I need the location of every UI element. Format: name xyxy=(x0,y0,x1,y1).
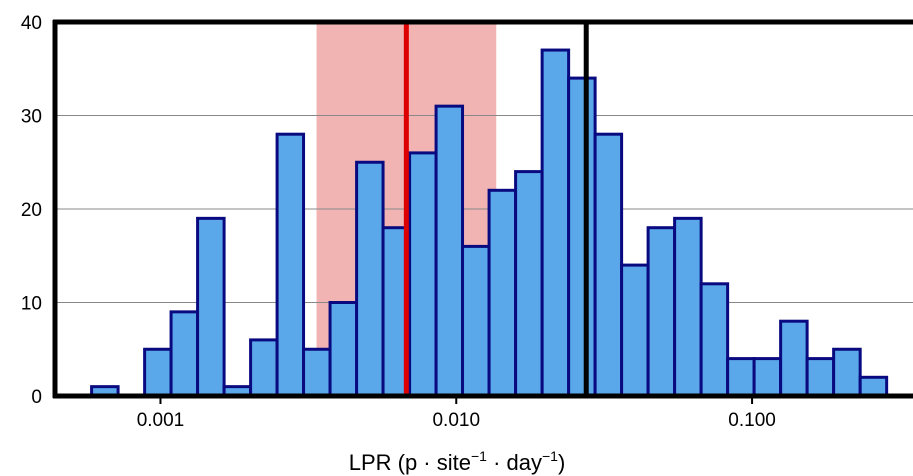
bar xyxy=(858,375,889,398)
bar xyxy=(302,347,332,398)
bar xyxy=(169,310,200,398)
x-tick-label: 0.100 xyxy=(728,410,776,431)
y-tick-label: 10 xyxy=(21,294,42,315)
y-tick-label: 30 xyxy=(21,107,42,128)
bar xyxy=(779,319,809,398)
label-part: LPR (p · site xyxy=(349,450,471,475)
bar xyxy=(805,357,836,398)
y-tick-label: 40 xyxy=(21,13,42,34)
y-tick-label: 20 xyxy=(21,200,42,221)
bar xyxy=(699,282,730,398)
bar xyxy=(593,132,624,398)
superscript: −1 xyxy=(471,448,487,464)
label-part: ) xyxy=(558,450,565,475)
bar xyxy=(196,216,226,398)
bar xyxy=(461,244,491,398)
bar xyxy=(514,170,544,398)
bar xyxy=(249,338,279,398)
bar xyxy=(673,216,703,398)
bar xyxy=(434,104,465,398)
bar xyxy=(620,263,650,398)
superscript: −1 xyxy=(542,448,558,464)
bar xyxy=(646,226,677,398)
bar xyxy=(567,76,597,398)
bar xyxy=(752,357,783,398)
bar xyxy=(355,160,385,398)
bar xyxy=(143,347,173,398)
y-tick-label: 0 xyxy=(31,387,42,408)
bar xyxy=(328,301,359,398)
x-axis-label: LPR (p · site−1 · day−1) xyxy=(349,448,566,475)
bar xyxy=(540,48,571,398)
bar xyxy=(408,151,438,398)
x-tick-label: 0.010 xyxy=(432,410,480,431)
label-part: · day xyxy=(487,450,542,475)
bar xyxy=(487,188,518,398)
bar xyxy=(832,347,862,398)
bar xyxy=(275,132,306,398)
bar xyxy=(726,357,756,398)
x-tick-label: 0.001 xyxy=(137,410,185,431)
